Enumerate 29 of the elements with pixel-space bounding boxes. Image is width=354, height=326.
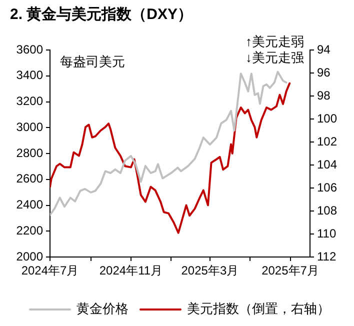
y2-tick-label: 110	[317, 226, 336, 240]
x-tick-label: 2025年7月	[262, 264, 319, 278]
y-tick-label: 3600	[16, 42, 44, 56]
y-tick-label: 2400	[16, 198, 44, 212]
y2-tick-label: 98	[317, 88, 331, 102]
annotation: ↓美元走强	[246, 50, 304, 66]
x-tick-label: 2024年11月	[99, 264, 163, 278]
y2-tick-label: 104	[317, 157, 338, 172]
y2-tick-label: 94	[317, 42, 331, 56]
x-tick-label: 2025年3月	[181, 264, 239, 278]
y-tick-label: 3400	[16, 68, 44, 82]
y2-tick-label: 108	[317, 203, 338, 218]
y2-tick-label: 112	[317, 249, 336, 264]
x-tick-label: 2024年7月	[21, 264, 79, 278]
y-tick-label: 3200	[16, 94, 44, 108]
chart-title: 2. 黄金与美元指数（DXY）	[10, 5, 193, 24]
y-tick-label: 2200	[16, 223, 44, 238]
y2-tick-label: 100	[317, 111, 338, 126]
y-tick-label: 3000	[16, 120, 44, 134]
y-tick-label: 2800	[16, 146, 44, 160]
y2-tick-label: 106	[317, 180, 338, 194]
y2-tick-label: 102	[317, 134, 338, 148]
text: ↑美元走弱	[246, 34, 304, 50]
y2-tick-label: 96	[317, 65, 331, 80]
y-tick-label: 2600	[16, 172, 44, 186]
legend-label: 美元指数（倒置，右轴）	[187, 301, 330, 316]
y-tick-label: 2000	[16, 249, 44, 264]
annotation: 每盎司美元	[60, 54, 125, 70]
legend-label: 黄金价格	[76, 301, 128, 316]
